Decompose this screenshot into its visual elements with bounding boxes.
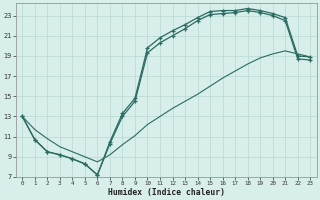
- X-axis label: Humidex (Indice chaleur): Humidex (Indice chaleur): [108, 188, 225, 197]
